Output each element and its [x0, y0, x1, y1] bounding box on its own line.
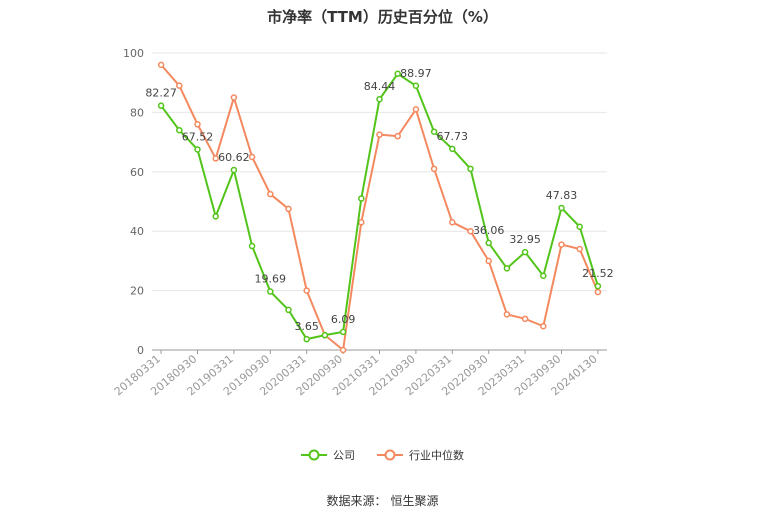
data-point-series-0 — [412, 82, 420, 90]
data-label: 67.52 — [182, 130, 214, 143]
data-point-series-1 — [303, 287, 310, 294]
industry-median-legend-icon — [377, 449, 403, 461]
data-label: 60.62 — [218, 151, 250, 164]
data-point-series-0 — [321, 331, 329, 339]
data-point-series-1 — [267, 190, 274, 198]
data-point-series-0 — [176, 126, 183, 134]
company-series-legend-icon — [301, 449, 327, 461]
data-point-series-1 — [503, 311, 511, 318]
y-tick-label: 0 — [137, 344, 144, 357]
data-label: 82.27 — [145, 87, 177, 100]
legend-item-industry-median[interactable]: 行业中位数 — [377, 447, 464, 463]
data-point-series-0 — [285, 306, 292, 314]
data-point-series-0 — [376, 95, 383, 103]
data-label: 47.83 — [546, 189, 578, 202]
legend: 公司 行业中位数 — [0, 447, 765, 463]
legend-item-company[interactable]: 公司 — [301, 447, 355, 463]
data-point-series-1 — [339, 346, 347, 354]
data-source: 数据来源： 恒生聚源 — [0, 492, 765, 509]
data-label: 67.73 — [437, 130, 469, 143]
data-point-series-0 — [157, 102, 165, 109]
y-tick-label: 60 — [130, 166, 144, 179]
data-point-series-0 — [576, 223, 583, 230]
data-point-series-1 — [521, 315, 529, 323]
data-point-series-1 — [230, 94, 238, 101]
y-tick-label: 100 — [123, 47, 144, 60]
data-source-name: 恒生聚源 — [390, 494, 439, 508]
data-point-series-0 — [485, 239, 492, 247]
legend-label-industry-median: 行业中位数 — [409, 449, 464, 462]
data-point-series-0 — [503, 265, 511, 272]
data-label: 32.95 — [509, 233, 541, 246]
data-label: 19.69 — [255, 273, 287, 286]
data-point-series-0 — [339, 328, 347, 336]
data-point-series-1 — [485, 257, 492, 265]
series-line-1 — [160, 64, 599, 351]
data-label: 6.09 — [331, 313, 356, 326]
legend-label-company: 公司 — [333, 449, 355, 462]
data-point-series-0 — [521, 248, 529, 256]
data-point-series-0 — [230, 166, 238, 174]
data-point-series-1 — [157, 61, 165, 69]
data-point-series-1 — [376, 131, 383, 138]
series-line-0 — [160, 72, 599, 341]
data-point-series-1 — [212, 155, 219, 162]
data-point-series-1 — [576, 245, 583, 253]
data-label: 36.06 — [473, 224, 505, 237]
data-point-series-1 — [248, 153, 256, 161]
y-tick-label: 40 — [130, 225, 144, 238]
data-point-series-1 — [594, 288, 602, 296]
data-point-series-0 — [594, 282, 602, 290]
data-point-series-1 — [558, 241, 565, 248]
data-point-series-0 — [540, 272, 547, 279]
data-point-series-1 — [412, 106, 420, 113]
data-point-series-1 — [176, 82, 183, 89]
data-label: 88.97 — [400, 67, 432, 80]
data-point-series-0 — [558, 204, 565, 212]
data-label: 84.44 — [364, 80, 396, 93]
data-source-label: 数据来源： — [326, 494, 387, 508]
data-point-series-0 — [194, 146, 201, 153]
chart-title: 市净率（TTM）历史百分位（%） — [267, 8, 498, 26]
data-point-series-0 — [430, 128, 438, 135]
data-point-series-0 — [467, 165, 474, 173]
data-point-series-1 — [394, 132, 401, 140]
data-label: 3.65 — [294, 320, 319, 333]
y-tick-label: 20 — [130, 285, 144, 298]
data-point-series-1 — [467, 227, 474, 235]
data-point-series-0 — [267, 288, 274, 295]
data-point-series-0 — [303, 335, 310, 343]
data-point-series-1 — [449, 219, 456, 226]
data-point-series-0 — [394, 70, 401, 78]
data-point-series-1 — [358, 219, 365, 226]
data-point-series-0 — [449, 145, 456, 153]
y-tick-label: 80 — [130, 106, 144, 119]
data-point-series-0 — [212, 213, 219, 220]
data-point-series-0 — [358, 195, 365, 202]
data-label: 21.52 — [582, 267, 614, 280]
data-point-series-1 — [430, 165, 438, 173]
data-point-series-1 — [540, 322, 547, 330]
data-point-series-1 — [285, 205, 292, 213]
data-point-series-1 — [194, 121, 201, 128]
data-point-series-0 — [248, 242, 256, 250]
